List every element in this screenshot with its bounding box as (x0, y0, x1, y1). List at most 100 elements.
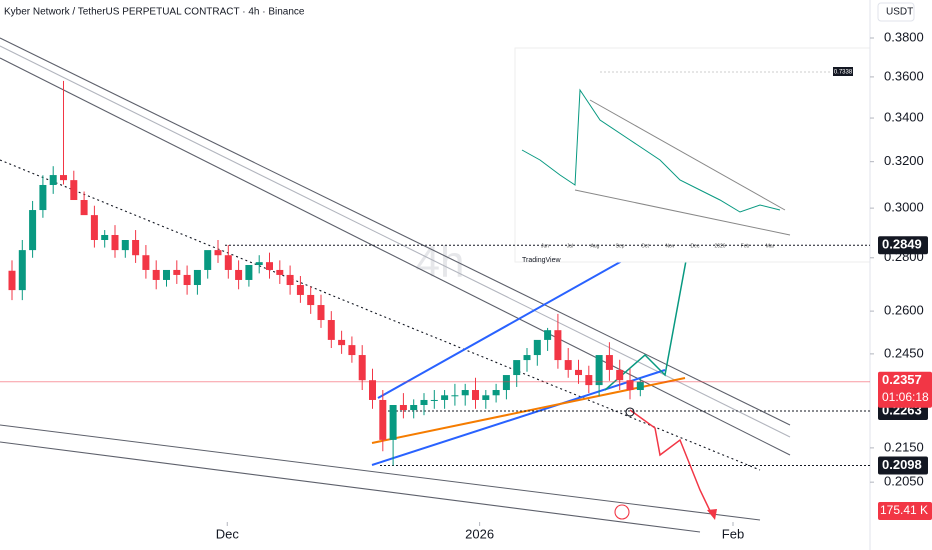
price-label: 0.2849 (882, 237, 922, 252)
inset-logo: TradingView (522, 257, 561, 264)
inset-month: Oct (641, 243, 649, 249)
candle-body (296, 285, 304, 295)
candle-body (152, 269, 160, 280)
candle-body (266, 262, 274, 270)
currency: USDT (886, 7, 913, 18)
candle-body (255, 262, 263, 266)
candle-body (420, 399, 428, 406)
candle-body (595, 355, 603, 386)
x-tick-label: Feb (722, 526, 744, 541)
y-tick-label: 0.3400 (884, 109, 924, 124)
candle-body (111, 235, 119, 251)
inset-month: Dec (691, 243, 700, 249)
candle-body (338, 339, 346, 346)
currency-box (877, 2, 915, 22)
last-price-box (878, 371, 932, 408)
y-tick-label: 0.3600 (884, 68, 924, 83)
candle-body (307, 294, 315, 306)
candle-body (224, 255, 232, 270)
candle-body (39, 184, 47, 211)
candle-body (430, 399, 438, 401)
candle-body (245, 265, 253, 280)
candle-body (399, 405, 407, 411)
candle-body (121, 240, 129, 251)
candle-body (132, 240, 140, 256)
y-tick-label: 0.2600 (884, 303, 924, 318)
candle-body (441, 395, 449, 400)
candle-body (544, 330, 552, 340)
candle-body (358, 355, 366, 381)
y-tick-label: 0.2450 (884, 345, 924, 360)
candle-body (451, 395, 459, 397)
candle-body (327, 320, 335, 340)
candle-body (379, 399, 387, 440)
inset-price: 0.7338 (834, 70, 853, 76)
candle-body (8, 270, 16, 291)
inset: 0.7338 TradingView Jun Jul Aug Sep Oct Nov Dec… (514, 47, 871, 264)
candle-body (317, 305, 325, 321)
x-tick-label: Dec (216, 526, 240, 541)
candle-body (214, 250, 222, 256)
chart-title: Kyber Network / TetherUS PERPETUAL CONTR… (4, 7, 305, 18)
candle-body (29, 210, 37, 251)
countdown: 01:06:18 (882, 390, 929, 404)
candle-body (523, 355, 531, 361)
candle-body (193, 269, 201, 286)
y-tick-label: 0.3200 (884, 153, 924, 168)
price-label: 0.2098 (882, 457, 922, 472)
candle-body (183, 274, 191, 286)
price-label-box (878, 456, 928, 475)
price-label-box (878, 236, 928, 255)
candle-body (575, 369, 583, 376)
candle-body (513, 360, 521, 376)
candle-body (533, 339, 541, 356)
candle-body (472, 390, 480, 400)
candle-body (554, 330, 562, 361)
candle-body (173, 269, 181, 275)
candle-body (605, 355, 613, 370)
candle-body (482, 395, 490, 400)
candle-body (492, 390, 500, 396)
candle-body (163, 269, 171, 280)
candle-body (286, 274, 294, 286)
candle-body (276, 269, 284, 275)
volume-label: 175.41 K (880, 503, 928, 517)
candle-body (410, 405, 418, 411)
last-price-label: 0.2357 (882, 372, 922, 387)
y-tick-label: 0.2150 (884, 439, 924, 454)
candle-body (502, 375, 510, 391)
candle-body (142, 255, 150, 270)
candle-body (389, 405, 397, 440)
y-tick-label: 0.2050 (884, 474, 924, 489)
candle-body (70, 180, 78, 201)
candle-body (636, 381, 644, 391)
candle-body (235, 269, 243, 280)
candle-body (348, 345, 356, 356)
candle-body (60, 175, 68, 181)
candle-body (18, 250, 26, 291)
candle-body (204, 250, 212, 270)
inset-month: Jun (541, 243, 549, 249)
inset-month: Jul (567, 243, 573, 249)
inset-month: Mar (766, 243, 775, 249)
candle-body (564, 360, 572, 370)
candle-body (80, 200, 88, 216)
candle-body (49, 175, 57, 185)
volume-label-box (878, 502, 932, 520)
candle-body (626, 380, 634, 391)
y-tick-label: 0.3000 (884, 200, 924, 215)
candle-body (585, 375, 593, 386)
inset-month: Nov (666, 243, 675, 249)
x-tick-label: 2026 (465, 526, 494, 541)
y-tick-label: 0.3800 (884, 29, 924, 44)
inset-month: Feb (741, 243, 750, 249)
candle-body (369, 380, 377, 400)
candle-body (101, 235, 109, 241)
inset-month: Aug (591, 243, 600, 249)
inset-month: Sep (616, 243, 625, 249)
candle-body (461, 390, 469, 396)
candle-body (616, 369, 624, 381)
candle-body (90, 215, 98, 241)
inset-month: 2026 (714, 243, 725, 249)
